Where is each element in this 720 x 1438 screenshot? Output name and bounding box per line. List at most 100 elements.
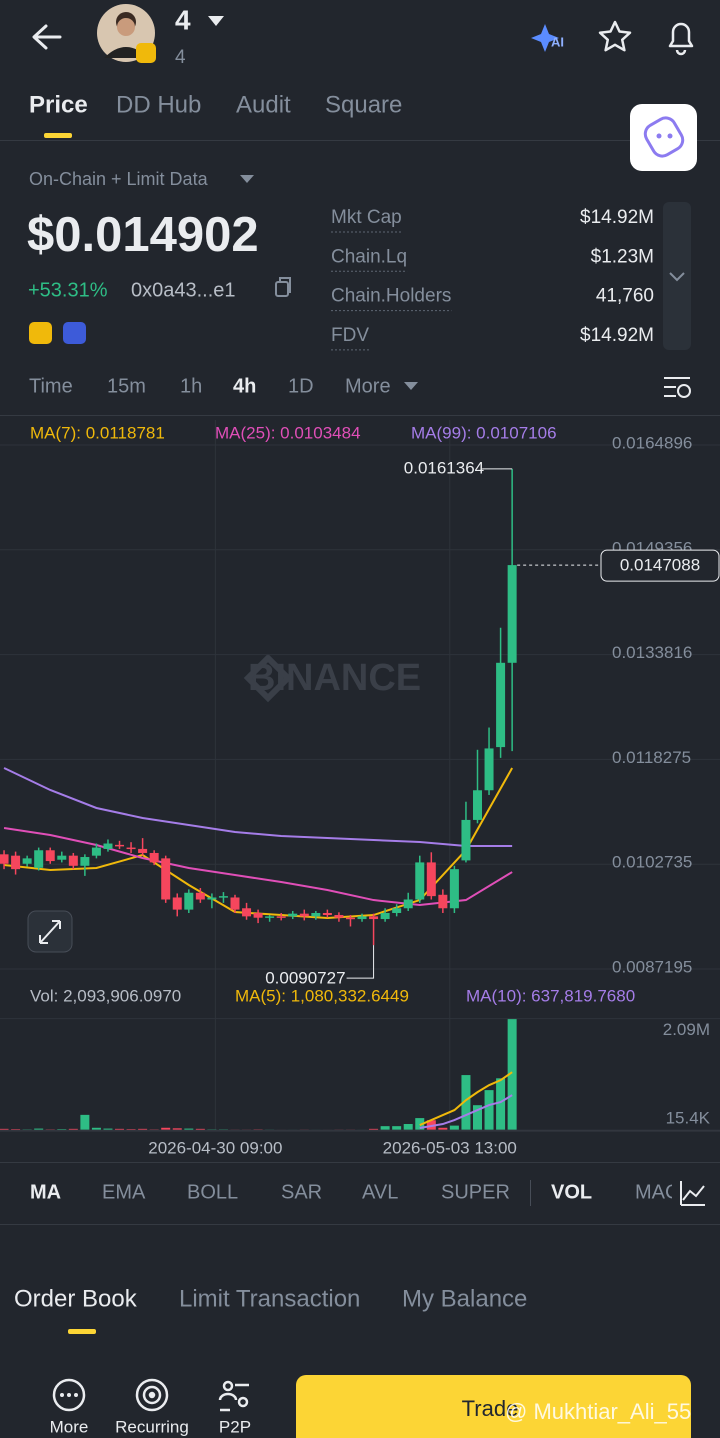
candle-body — [392, 908, 402, 913]
p2p-action[interactable] — [218, 1380, 249, 1412]
interval[interactable]: Time — [29, 375, 73, 397]
copy-button[interactable] — [275, 277, 291, 297]
y-tick-label: 0.0087195 — [612, 957, 692, 976]
ma-line — [3, 827, 513, 907]
volume-bar — [380, 1126, 390, 1131]
candle-body — [276, 916, 286, 918]
candle-body — [265, 916, 275, 918]
bottom-tab[interactable]: My Balance — [402, 1285, 527, 1312]
candle-body — [345, 917, 355, 920]
candle-body — [507, 565, 517, 663]
candle-body — [184, 892, 194, 910]
candlestick-chart: 0.01648960.01493560.01338160.01182750.01… — [0, 420, 720, 1157]
high-label: 0.0161364 — [404, 458, 484, 477]
candle-body — [161, 858, 171, 900]
stats: Mkt Cap $14.92M Chain.Lq $1.23M Chain.Holder… — [331, 207, 654, 351]
indicator[interactable]: SUPER — [441, 1181, 510, 1203]
interval[interactable]: 1h — [180, 375, 202, 397]
avatar — [97, 4, 156, 63]
indicator-selected[interactable]: VOL — [551, 1181, 592, 1203]
y-tick-label: 0.0164896 — [612, 433, 692, 452]
back-arrow — [32, 24, 62, 50]
interval-more[interactable]: More — [345, 375, 391, 397]
candle-body — [357, 916, 367, 920]
divider — [0, 415, 720, 416]
more-dropdown — [404, 382, 418, 390]
candle-body — [461, 819, 471, 861]
ai-button[interactable]: AI — [531, 24, 564, 52]
ma-line — [3, 767, 513, 848]
fullscreen-button[interactable] — [27, 910, 73, 953]
candle-body — [115, 844, 125, 847]
tab[interactable]: DD Hub — [116, 91, 201, 118]
volume-bar — [80, 1114, 90, 1131]
trade-button[interactable]: Trade — [296, 1375, 691, 1438]
indicator[interactable]: EMA — [102, 1181, 146, 1203]
divider — [530, 1180, 531, 1206]
candle-body — [288, 913, 298, 917]
volume-bar — [161, 1127, 171, 1131]
candle-body — [380, 912, 390, 920]
platform-badge — [63, 322, 86, 344]
indicator-fade — [672, 1170, 720, 1216]
candle-body — [126, 847, 136, 850]
volume-bar — [484, 1090, 494, 1131]
dropdown-icon[interactable] — [208, 16, 224, 26]
notification-button[interactable] — [668, 22, 694, 56]
indicator[interactable]: BOLL — [187, 1181, 238, 1203]
more-action[interactable] — [52, 1378, 86, 1412]
favorite-button[interactable] — [598, 20, 632, 52]
candle-body — [34, 850, 44, 868]
indicator[interactable]: SAR — [281, 1181, 322, 1203]
bottom-tab[interactable]: Limit Transaction — [179, 1285, 360, 1312]
token-title: 4 — [175, 4, 191, 35]
candle-body — [438, 894, 448, 909]
chart-settings[interactable] — [664, 377, 691, 398]
y-tick-label: 0.0118275 — [612, 748, 691, 767]
watermark-logo — [243, 653, 293, 703]
tab-price[interactable]: Price — [29, 91, 88, 118]
candle-body — [334, 915, 344, 918]
candle-body — [299, 913, 309, 917]
overlay-watermark: @ Mukhtiar_Ali_55 — [505, 1399, 691, 1424]
assistant-button[interactable] — [630, 104, 697, 171]
divider — [0, 1224, 720, 1225]
source-dropdown — [240, 175, 254, 183]
tab[interactable]: Square — [325, 91, 402, 118]
stat-label: FDV — [331, 325, 369, 346]
stat-value: $1.23M — [591, 246, 654, 267]
interval[interactable]: 15m — [107, 375, 146, 397]
interval-selected[interactable]: 4h — [233, 375, 256, 397]
candle-body — [138, 848, 148, 853]
bottom-tab-selected[interactable]: Order Book — [14, 1285, 138, 1312]
candle-body — [22, 858, 32, 864]
volume-bar — [438, 1127, 448, 1131]
contract-address: 0x0a43...e1 — [131, 279, 236, 301]
volume-bar — [172, 1128, 182, 1131]
data-source[interactable]: On-Chain + Limit Data — [29, 169, 209, 189]
stats-expand[interactable] — [663, 202, 691, 350]
candle-body — [207, 897, 217, 900]
volume-ma-legend: MA(5): 1,080,332.6449 — [235, 986, 409, 1005]
candle-body — [80, 857, 90, 866]
interval[interactable]: 1D — [288, 375, 314, 397]
back-button[interactable] — [32, 24, 62, 50]
chain-badge — [29, 322, 52, 344]
stat-value: $14.92M — [580, 325, 654, 346]
volume-bar — [403, 1124, 413, 1131]
tab-indicator — [44, 133, 72, 138]
price: $0.014902 — [27, 208, 259, 262]
recurring-action[interactable] — [135, 1378, 169, 1412]
candle-body — [415, 862, 425, 900]
candle-body — [149, 852, 159, 863]
indicator[interactable]: AVL — [362, 1181, 398, 1203]
tab[interactable]: Audit — [236, 91, 291, 118]
x-tick-label: 2026-04-30 09:00 — [148, 1138, 282, 1157]
indicator-selected[interactable]: MA — [30, 1181, 61, 1203]
candle-body — [68, 855, 78, 866]
indicator-settings[interactable] — [680, 1181, 705, 1206]
tab-indicator — [68, 1329, 96, 1334]
candle-body — [172, 897, 182, 910]
